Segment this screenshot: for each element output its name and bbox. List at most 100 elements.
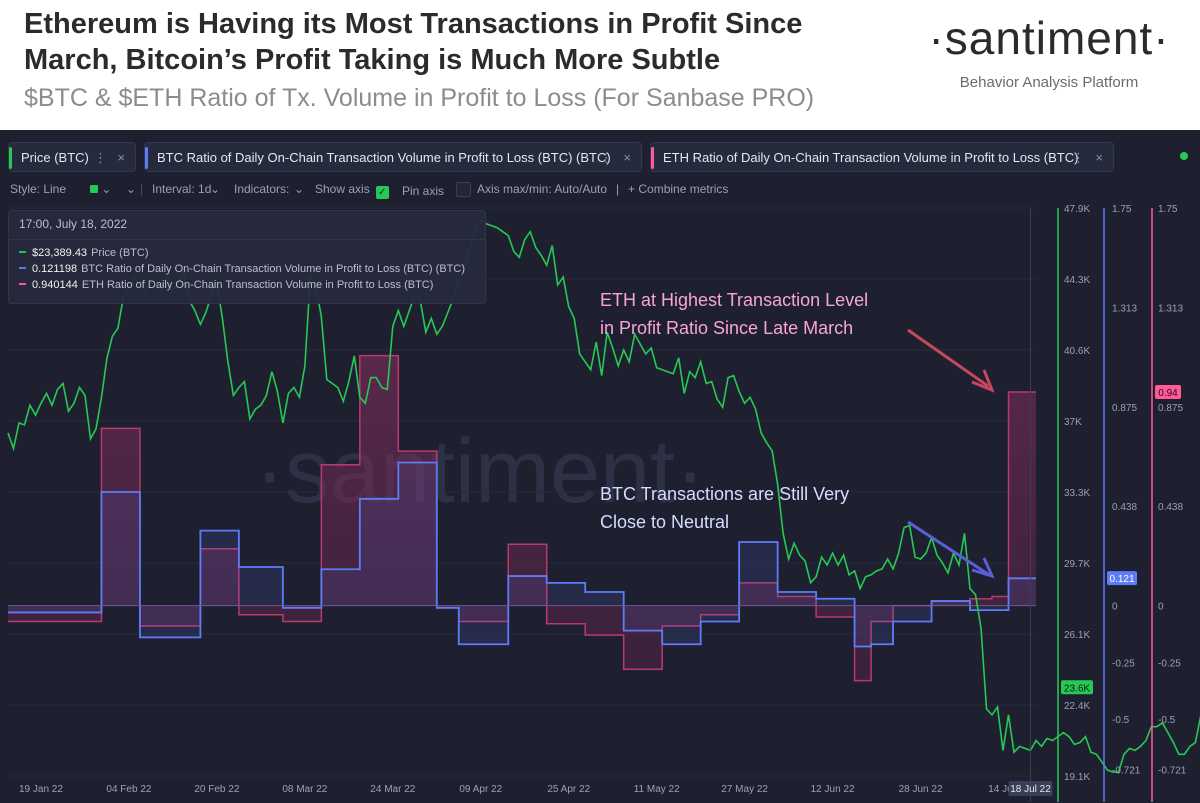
plus-icon: + <box>628 182 636 196</box>
x-axis-tick: 27 May 22 <box>721 784 768 795</box>
price-axis-tick: 29.7K <box>1064 559 1090 570</box>
tooltip-label: Price (BTC) <box>91 247 149 259</box>
eth-axis-tick: -0.721 <box>1158 765 1187 776</box>
eth-axis-tick: 0 <box>1158 602 1164 613</box>
eth-current-badge <box>1155 385 1181 400</box>
divider: | <box>140 182 144 196</box>
live-status-icon <box>1180 152 1188 160</box>
metric-tab-label: ETH Ratio of Daily On-Chain Transaction … <box>663 150 1079 165</box>
price-axis-tick: 37K <box>1064 417 1082 428</box>
btc-axis-tick: 0 <box>1112 602 1118 613</box>
style-select[interactable]: Style: Line <box>10 182 67 196</box>
btc-axis-tick: 0.875 <box>1112 403 1137 414</box>
chart-panel: Price (BTC) ⋮ × BTC Ratio of Daily On-Ch… <box>0 130 1200 803</box>
price-axis-tick: 19.1K <box>1064 772 1090 783</box>
tooltip-value: 0.121198 <box>32 263 78 275</box>
x-axis-tick: 11 May 22 <box>634 784 680 795</box>
price-axis-tick: 44.3K <box>1064 275 1090 286</box>
price-swatch-icon <box>19 251 26 253</box>
chart-toolbar: Style: Line ⌄ ⌄ | Interval: 1d ⌄ Indicat… <box>0 180 1200 200</box>
btc-color-marker <box>145 147 148 169</box>
combine-metrics-label: Combine metrics <box>638 182 729 196</box>
eth-arrow-icon <box>907 328 989 388</box>
btc-annotation-line: BTC Transactions are Still Very <box>600 484 850 504</box>
more-options-icon[interactable]: ⋮ <box>600 150 613 165</box>
price-axis-tick: 47.9K <box>1064 204 1090 215</box>
close-icon[interactable]: × <box>623 150 631 165</box>
chevron-down-icon[interactable]: ⌄ <box>126 182 137 196</box>
eth-annotation-line: ETH at Highest Transaction Level <box>600 290 869 310</box>
btc-arrow-icon <box>907 520 989 576</box>
metric-tab-price[interactable]: Price (BTC) ⋮ × <box>8 142 136 172</box>
tooltip-date: 17:00, July 18, 2022 <box>19 217 128 231</box>
eth-axis-tick: 1.313 <box>1158 303 1183 314</box>
close-icon[interactable]: × <box>1095 150 1103 165</box>
btc-axis-tick: 1.313 <box>1112 303 1137 314</box>
eth-axis-tick: -0.25 <box>1158 658 1181 669</box>
interval-select[interactable]: Interval: 1d <box>152 182 212 196</box>
x-axis-tick: 19 Jan 22 <box>19 784 63 795</box>
indicators-select[interactable]: Indicators: <box>234 182 290 196</box>
axes: 47.9K 44.3K 40.6K 37K 33.3K 29.7K 26.1K 22.4K 19… <box>19 204 1187 802</box>
x-axis-tick: 09 Apr 22 <box>459 784 502 795</box>
header: Ethereum is Having its Most Transactions… <box>0 0 1200 130</box>
eth-annotation: ETH at Highest Transaction Level in Prof… <box>600 286 868 342</box>
x-axis-tick: 12 Jun 22 <box>811 784 855 795</box>
btc-axis-tick: 1.75 <box>1112 204 1132 215</box>
tooltip-value: 0.940144 <box>32 279 78 291</box>
x-axis-tick: 04 Feb 22 <box>106 784 151 795</box>
price-color-marker <box>9 147 12 169</box>
current-date-badge <box>1008 781 1053 796</box>
show-axis-toggle[interactable]: Show axis ✓ <box>315 182 389 199</box>
tooltip-row-btc: 0.121198 BTC Ratio of Daily On-Chain Tran… <box>19 263 465 275</box>
pin-axis-toggle[interactable]: Pin axis <box>402 182 472 198</box>
price-axis-tick: 22.4K <box>1064 701 1090 712</box>
more-options-icon[interactable]: ⋮ <box>94 150 107 165</box>
divider: | <box>616 182 620 196</box>
metric-tab-eth-ratio[interactable]: ETH Ratio of Daily On-Chain Transaction … <box>650 142 1114 172</box>
combine-metrics-button[interactable]: + Combine metrics <box>628 182 728 196</box>
page-title: Ethereum is Having its Most Transactions… <box>24 8 803 76</box>
tooltip-label: BTC Ratio of Daily On-Chain Transaction … <box>81 263 465 275</box>
current-date-label: 18 Jul 22 <box>1010 784 1051 795</box>
eth-axis-tick: -0.5 <box>1158 715 1176 726</box>
tooltip-row-eth: 0.940144 ETH Ratio of Daily On-Chain Tran… <box>19 279 433 291</box>
close-icon[interactable]: × <box>117 150 125 165</box>
color-picker[interactable]: ⌄ <box>90 182 111 196</box>
eth-current-label: 0.94 <box>1158 388 1178 399</box>
btc-axis-tick: 0.438 <box>1112 502 1137 513</box>
eth-axis-tick: 0.438 <box>1158 502 1183 513</box>
tooltip-row-price: $23,389.43 Price (BTC) <box>19 247 149 259</box>
eth-annotation-line: in Profit Ratio Since Late March <box>600 318 854 338</box>
checkbox-icon[interactable] <box>456 182 472 197</box>
metric-tab-label: BTC Ratio of Daily On-Chain Transaction … <box>157 150 611 165</box>
page-subtitle: $BTC & $ETH Ratio of Tx. Volume in Profi… <box>24 84 815 112</box>
chevron-down-icon[interactable]: ⌄ <box>210 182 221 196</box>
metric-tab-label: Price (BTC) <box>21 150 89 165</box>
price-current-badge <box>1061 680 1093 695</box>
eth-area <box>8 355 1036 681</box>
eth-swatch-icon <box>19 283 26 285</box>
more-options-icon[interactable]: ⋮ <box>1072 150 1085 165</box>
axis-minmax-select[interactable]: Axis max/min: Auto/Auto <box>477 182 608 196</box>
btc-axis-tick: -0.5 <box>1112 715 1130 726</box>
eth-axis-tick: 0.875 <box>1158 403 1183 414</box>
metric-tab-btc-ratio[interactable]: BTC Ratio of Daily On-Chain Transaction … <box>144 142 642 172</box>
x-axis-tick: 28 Jun 22 <box>899 784 943 795</box>
brand-name: ·santiment· <box>928 12 1170 64</box>
chevron-down-icon[interactable]: ⌄ <box>294 182 305 196</box>
btc-axis-tick: -0.721 <box>1112 765 1141 776</box>
x-axis-tick: 24 Mar 22 <box>370 784 415 795</box>
santiment-logo: ·santiment· Behavior Analysis Platform <box>918 8 1180 91</box>
chart-canvas[interactable]: ·santiment· 47.9K44.3K40.6K37K33.3K29.7K… <box>0 202 1200 803</box>
tooltip-label: ETH Ratio of Daily On-Chain Transaction … <box>81 279 434 291</box>
divider <box>9 239 485 240</box>
btc-annotation-line: Close to Neutral <box>600 512 730 532</box>
tooltip-value: $23,389.43 <box>32 247 88 259</box>
price-axis-tick: 26.1K <box>1064 630 1090 641</box>
btc-line <box>8 461 1036 648</box>
pin-axis-label: Pin axis <box>402 184 445 198</box>
checkbox-checked-icon[interactable]: ✓ <box>375 186 389 199</box>
eth-axis-tick: 1.75 <box>1158 204 1178 215</box>
x-axis-tick: 20 Feb 22 <box>194 784 239 795</box>
